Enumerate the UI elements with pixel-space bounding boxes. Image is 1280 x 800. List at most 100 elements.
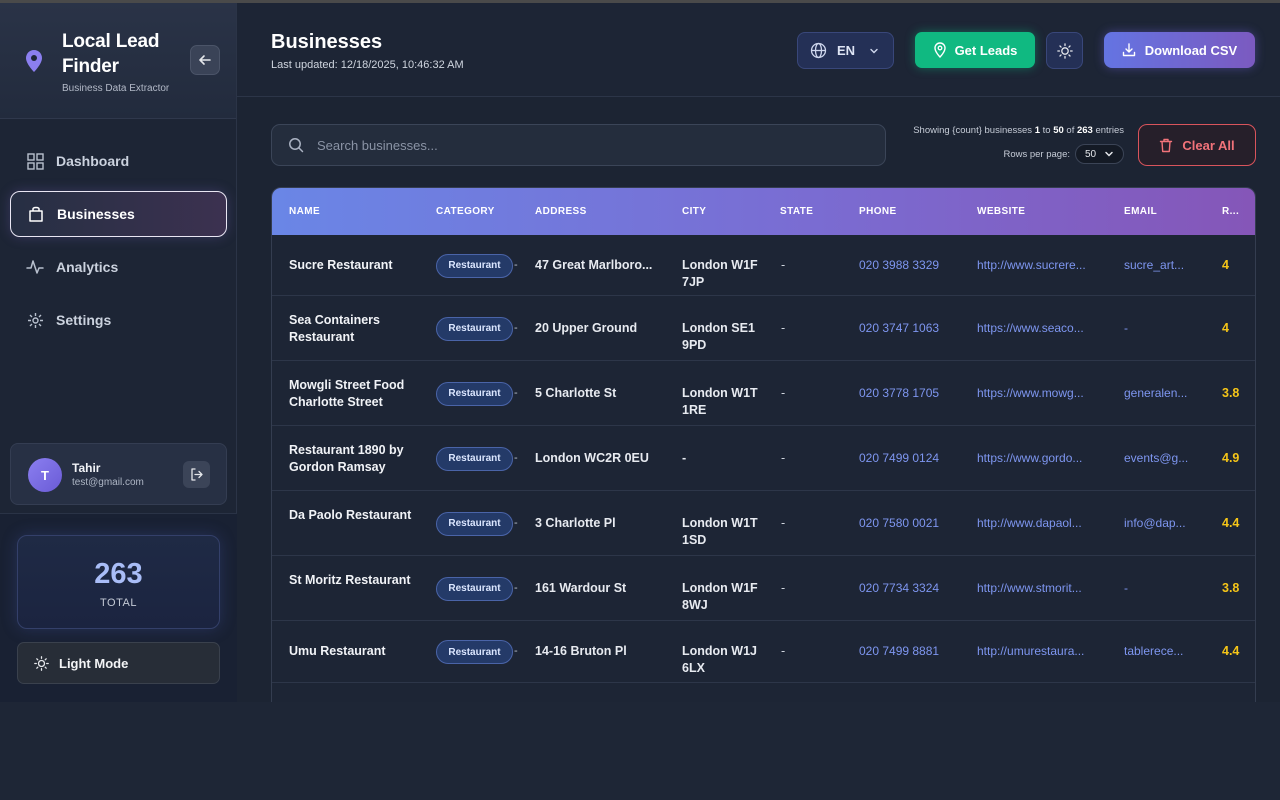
table-row[interactable]: Restaurant 1890 by Gordon Ramsay Restaura…	[272, 426, 1255, 491]
location-pin-icon	[26, 50, 42, 72]
brand-title: Local Lead Finder	[62, 31, 160, 77]
rating: 3.8	[1222, 580, 1240, 595]
collapse-sidebar-button[interactable]	[190, 45, 220, 75]
column-header-name[interactable]: NAME	[289, 206, 321, 217]
nav-item-businesses[interactable]: Businesses	[10, 191, 227, 237]
email-link[interactable]: tablerece...	[1124, 644, 1184, 658]
phone-link[interactable]: 020 7499 0124	[859, 450, 940, 465]
theme-toggle-button[interactable]	[1046, 32, 1083, 69]
state: -	[781, 450, 786, 465]
business-name: St Moritz Restaurant	[289, 572, 411, 587]
email-link[interactable]: generalen...	[1124, 385, 1188, 400]
city: London W1J 6LX	[682, 644, 757, 675]
light-mode-button[interactable]: Light Mode	[17, 642, 220, 684]
state: -	[781, 644, 786, 658]
language-select[interactable]: EN	[797, 32, 894, 69]
website-link[interactable]: https://www.gordo...	[977, 450, 1083, 465]
rows-per-page-label: Rows per page:	[1003, 149, 1070, 160]
business-name: Sucre Restaurant	[289, 257, 393, 272]
business-name: Da Paolo Restaurant	[289, 507, 412, 522]
user-card: T Tahir test@gmail.com	[10, 443, 227, 505]
category-badge: Restaurant	[436, 253, 513, 278]
showing-to: 50	[1053, 125, 1064, 136]
phone-link[interactable]: 020 7580 0021	[859, 515, 940, 530]
address: London WC2R 0EU	[535, 450, 649, 465]
rows-per-page-value: 50	[1085, 148, 1097, 160]
column-header-state[interactable]: STATE	[780, 206, 814, 217]
table-row[interactable]: Umu Restaurant Restaurant -14-16 Bruton Pl…	[272, 621, 1255, 683]
column-header-city[interactable]: CITY	[682, 206, 707, 217]
table-row[interactable]: Da Paolo Restaurant Restaurant -3 Charlott…	[272, 491, 1255, 556]
phone-link[interactable]: 020 7499 8881	[859, 644, 940, 658]
state: -	[781, 580, 786, 595]
business-name: Sea Containers Restaurant	[289, 312, 381, 344]
state: -	[781, 385, 786, 400]
get-leads-button[interactable]: Get Leads	[915, 32, 1035, 68]
sun-icon	[1056, 42, 1073, 59]
email-link[interactable]: info@dap...	[1124, 515, 1186, 530]
user-email: test@gmail.com	[72, 477, 144, 488]
category-extra: -	[514, 386, 518, 399]
city: London W1T 1RE	[682, 385, 758, 417]
website-link[interactable]: https://www.mowg...	[977, 385, 1084, 400]
phone-link[interactable]: 020 7734 3324	[859, 580, 940, 595]
column-header-email[interactable]: EMAIL	[1124, 206, 1158, 217]
rating: 4.4	[1222, 515, 1240, 530]
search-icon	[289, 138, 304, 153]
website-link[interactable]: http://www.stmorit...	[977, 580, 1082, 595]
table-row[interactable]: Sea Containers Restaurant Restaurant -20 U…	[272, 296, 1255, 361]
category-badge: Restaurant	[436, 381, 513, 406]
nav-label: Dashboard	[56, 153, 130, 169]
nav-item-settings[interactable]: Settings	[10, 297, 227, 343]
column-header-phone[interactable]: PHONE	[859, 206, 897, 217]
address: 47 Great Marlboro...	[535, 257, 653, 272]
phone-link[interactable]: 020 3778 1705	[859, 385, 940, 400]
category-badge: Restaurant	[436, 446, 513, 471]
download-csv-button[interactable]: Download CSV	[1104, 32, 1255, 68]
rating: 3.8	[1222, 385, 1240, 400]
avatar[interactable]: T	[28, 458, 62, 492]
city: London W1T 1SD	[682, 515, 758, 547]
showing-to-word: to	[1040, 125, 1054, 136]
column-header-website[interactable]: WEBSITE	[977, 206, 1026, 217]
nav-item-analytics[interactable]: Analytics	[10, 244, 227, 290]
category-extra: -	[514, 258, 518, 271]
website-link[interactable]: https://www.seaco...	[977, 320, 1084, 335]
address: 161 Wardour St	[535, 580, 627, 595]
table-row[interactable]: Sucre Restaurant Restaurant - 47 Great Marl…	[272, 235, 1255, 296]
clear-all-button[interactable]: Clear All	[1138, 124, 1256, 166]
rows-per-page-select[interactable]: 50	[1075, 144, 1124, 164]
table-row[interactable]: St Moritz Restaurant Restaurant -161 Wardo…	[272, 556, 1255, 621]
phone-link[interactable]: 020 3988 3329	[859, 257, 940, 272]
showing-suffix: entries	[1092, 125, 1124, 136]
email-link[interactable]: sucre_art...	[1124, 257, 1185, 272]
phone-link[interactable]: 020 3747 1063	[859, 320, 940, 335]
search-bar[interactable]	[271, 124, 886, 166]
column-header-category[interactable]: CATEGORY	[436, 206, 495, 217]
window-top-border	[0, 0, 1280, 3]
column-header-rating[interactable]: R...	[1222, 206, 1240, 217]
table-row[interactable]: Mowgli Street Food Charlotte Street Resta…	[272, 361, 1255, 426]
website-link[interactable]: http://www.sucrere...	[977, 257, 1086, 272]
sidebar-footer: 263 TOTAL Light Mode	[0, 513, 237, 702]
email-link[interactable]: events@g...	[1124, 450, 1189, 465]
email-link: -	[1124, 320, 1128, 335]
state: -	[781, 320, 786, 335]
sidebar: Local Lead Finder Business Data Extracto…	[0, 3, 237, 702]
city: London W1F 8WJ	[682, 580, 758, 612]
bag-icon	[27, 205, 45, 223]
column-header-address[interactable]: ADDRESS	[535, 206, 587, 217]
search-input[interactable]	[317, 137, 857, 153]
showing-of-word: of	[1063, 125, 1077, 136]
settings-icon	[26, 311, 44, 329]
sun-icon	[34, 655, 49, 671]
total-stat-card: 263 TOTAL	[17, 535, 220, 629]
logout-button[interactable]	[183, 461, 210, 488]
entries-summary: Showing {count} businesses 1 to 50 of 26…	[837, 125, 1124, 136]
main-content: Businesses Last updated: 12/18/2025, 10:…	[237, 3, 1280, 702]
map-pin-icon	[933, 42, 947, 58]
website-link[interactable]: http://umurestaura...	[977, 644, 1085, 658]
website-link[interactable]: http://www.dapaol...	[977, 515, 1082, 530]
arrow-left-icon	[199, 55, 211, 65]
nav-item-dashboard[interactable]: Dashboard	[10, 138, 227, 184]
